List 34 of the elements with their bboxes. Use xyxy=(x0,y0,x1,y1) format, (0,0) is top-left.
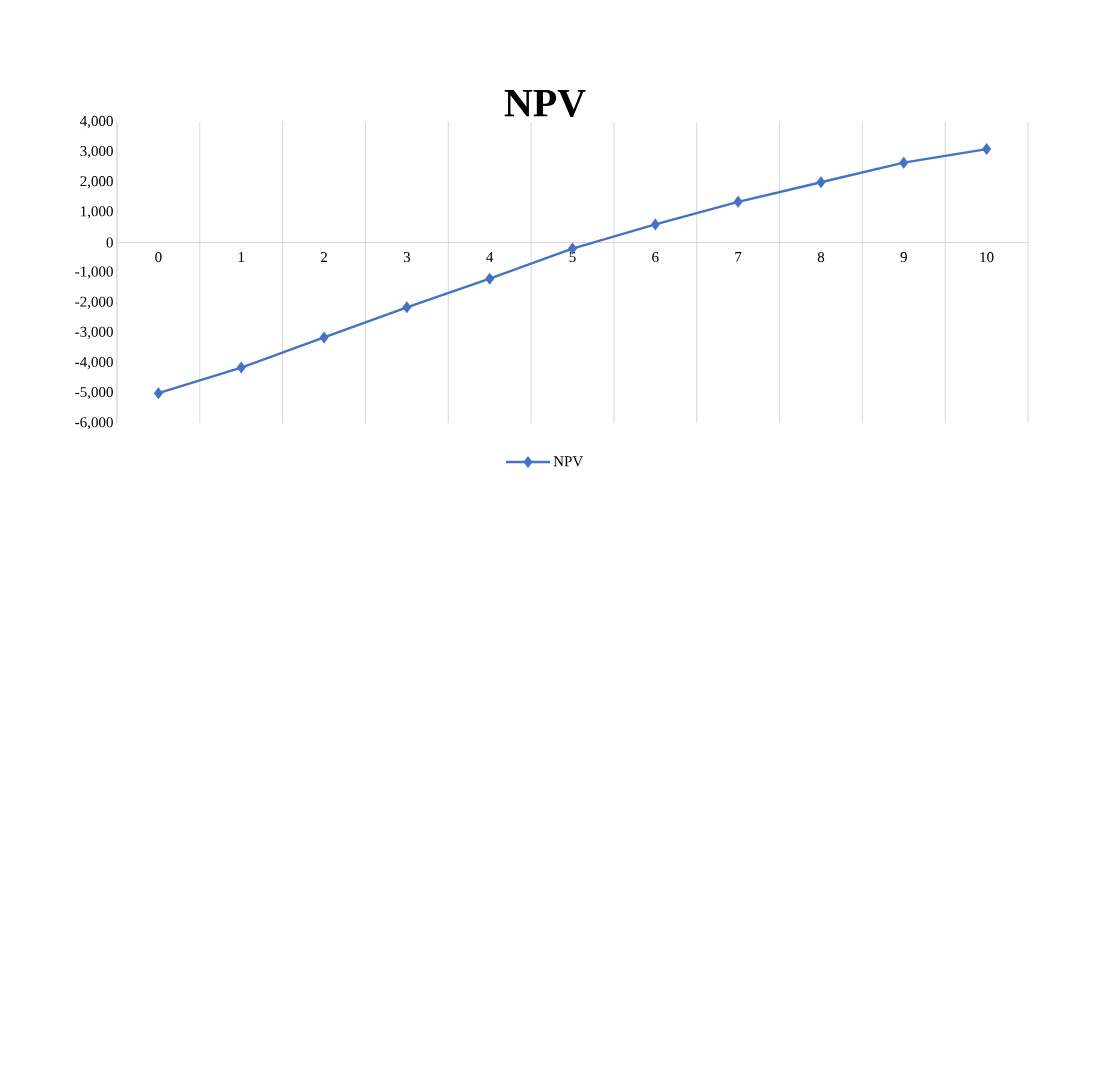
point xyxy=(153,387,163,400)
point xyxy=(650,218,660,231)
point xyxy=(816,176,826,189)
y-tick-label: -6,000 xyxy=(75,417,113,430)
y-tick-label: -2,000 xyxy=(75,296,113,309)
x-tick-label: 0 xyxy=(155,252,162,263)
y-tick-label: 3,000 xyxy=(80,145,113,159)
y-tick-label: 1,000 xyxy=(81,206,113,219)
point xyxy=(982,143,992,156)
point xyxy=(899,156,909,169)
point xyxy=(485,272,495,285)
point xyxy=(733,195,743,208)
x-tick-label: 4 xyxy=(486,252,494,262)
x-tick-label: 8 xyxy=(817,252,825,263)
x-tick-label: 10 xyxy=(980,252,994,263)
point xyxy=(319,331,329,344)
x-tick-label: 2 xyxy=(320,252,327,262)
x-tick-label: 1 xyxy=(238,252,245,262)
y-tick-label: -3,000 xyxy=(75,326,113,340)
x-tick-label: 5 xyxy=(569,252,576,263)
y-tick-label: 4,000 xyxy=(80,115,113,129)
y-tick-label: -4,000 xyxy=(75,356,113,370)
chart-title: NPV xyxy=(504,90,586,117)
x-tick-label: 3 xyxy=(403,252,411,263)
y-tick-label: -5,000 xyxy=(75,387,113,400)
point xyxy=(236,361,246,374)
point xyxy=(402,301,412,314)
y-tick-label: -1,000 xyxy=(75,266,113,279)
y-tick-label: 0 xyxy=(106,237,113,248)
y-tick-label: 2,000 xyxy=(80,176,113,189)
legend-label: NPV xyxy=(553,456,584,467)
x-tick-label: 9 xyxy=(900,252,907,263)
x-tick-label: 6 xyxy=(652,252,659,263)
x-tick-label: 7 xyxy=(735,252,742,262)
